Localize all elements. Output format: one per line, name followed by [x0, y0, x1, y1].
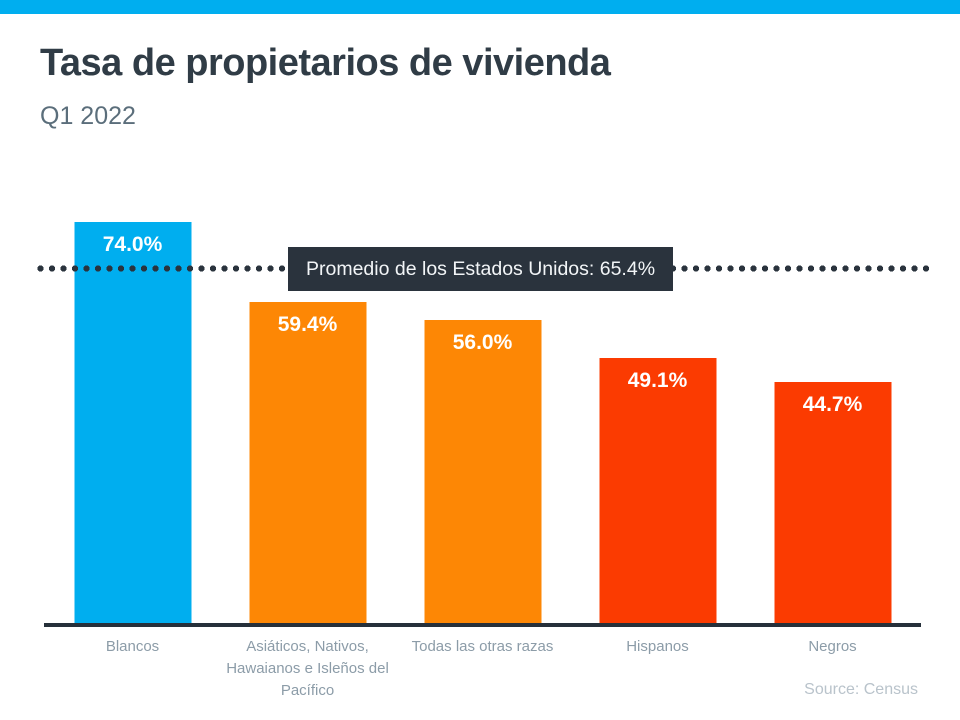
- bar-group-2: 59.4% Asiáticos, Nativos, Hawaianos e Isl…: [220, 155, 395, 699]
- category-label: Asiáticos, Nativos, Hawaianos e Isleños …: [226, 638, 389, 699]
- category-label: Todas las otras razas: [411, 638, 554, 655]
- top-accent-strip: [0, 0, 960, 14]
- source-label: Source: Census: [804, 681, 918, 698]
- bar-value-label: 59.4%: [277, 313, 338, 336]
- bar-3: 56.0%: [424, 320, 541, 625]
- page-title: Tasa de propietarios de vivienda: [40, 42, 611, 84]
- category-label: Hispanos: [626, 638, 689, 655]
- bar-group-4: 49.1% Hispanos: [570, 155, 745, 655]
- bar-value-label: 56.0%: [452, 331, 513, 354]
- bar-group-3: 56.0% Todas las otras razas: [395, 155, 570, 655]
- bar-5: 44.7%: [774, 382, 891, 625]
- category-label: Negros: [808, 638, 857, 655]
- bar-value-label: 49.1%: [627, 369, 688, 392]
- bar-2: 59.4%: [249, 302, 366, 625]
- average-badge: Promedio de los Estados Unidos: 65.4%: [288, 247, 674, 291]
- x-axis-line: [44, 623, 921, 627]
- bar-1: 74.0%: [74, 222, 191, 625]
- bar-group-5: 44.7% Negros: [745, 155, 920, 655]
- bar-group-1: 74.0% Blancos: [45, 155, 220, 655]
- bar-value-label: 74.0%: [102, 233, 163, 256]
- plot-area: 74.0% Blancos 59.4% Asiáticos, Nativos, Haw…: [45, 155, 920, 699]
- page-subtitle: Q1 2022: [40, 102, 136, 130]
- bar-value-label: 44.7%: [802, 393, 863, 416]
- category-label: Blancos: [105, 638, 160, 655]
- bar-4: 49.1%: [599, 358, 716, 625]
